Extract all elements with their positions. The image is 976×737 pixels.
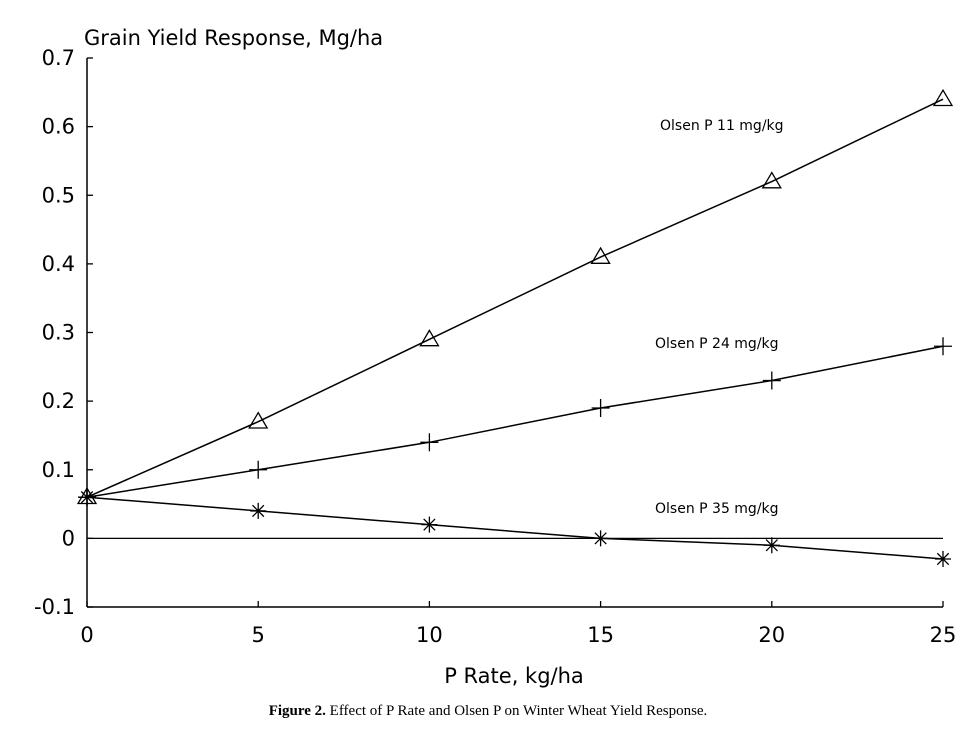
asterisk-marker [935, 550, 951, 567]
series-2 [78, 337, 952, 507]
series-1 [76, 88, 954, 505]
y-tick-label: 0.6 [42, 115, 75, 139]
series-line [86, 496, 944, 560]
y-tick-label: 0.2 [42, 389, 75, 413]
plus-marker [249, 460, 268, 479]
triangle-marker [761, 171, 782, 189]
series-line [86, 345, 944, 498]
y-tick-label: 0.5 [42, 183, 75, 207]
series-line [86, 98, 944, 498]
triangle-marker [932, 88, 954, 107]
caption-text: Effect of P Rate and Olsen P on Winter W… [329, 703, 708, 719]
plus-marker [591, 398, 610, 417]
asterisk-marker [250, 502, 267, 519]
chart-title: Grain Yield Response, Mg/ha [84, 26, 383, 50]
y-tick-label: 0.4 [42, 252, 75, 276]
caption-label: Figure 2. [268, 703, 326, 719]
triangle-marker [590, 246, 611, 264]
asterisk-marker [592, 530, 609, 547]
series-label-olsen-24: Olsen P 24 mg/kg [655, 336, 779, 352]
plot-frame [86, 58, 943, 608]
asterisk-marker [421, 516, 438, 533]
y-tick-label: 0.1 [42, 458, 75, 482]
y-tick-label: -0.1 [34, 595, 75, 619]
y-tick-label: 0.7 [42, 46, 75, 70]
series-3 [79, 489, 951, 567]
series-label-olsen-11: Olsen P 11 mg/kg [660, 118, 784, 134]
x-tick-label: 0 [80, 623, 93, 647]
y-axis: -0.1 0 0.1 0.2 0.3 0.4 0.5 0.6 0.7 [34, 46, 93, 619]
triangle-marker [419, 329, 440, 347]
x-tick-label: 20 [758, 623, 785, 647]
line-chart: -0.100.10.20.30.40.50.60.7 0 5 10 15 20 25 Gr… [34, 26, 956, 688]
x-axis: 0 5 10 15 20 25 [80, 601, 956, 647]
plus-marker [762, 371, 781, 390]
x-tick-label: 15 [587, 623, 614, 647]
plus-marker [934, 337, 952, 356]
x-tick-label: 25 [930, 623, 957, 647]
figure-caption: Figure 2. Effect of P Rate and Olsen P o… [0, 703, 976, 720]
triangle-marker [248, 411, 269, 429]
series-labels: Olsen P 11 mg/kg Olsen P 24 mg/kg Olsen … [655, 118, 784, 517]
asterisk-marker [763, 537, 780, 554]
series-group [76, 88, 954, 567]
plus-marker [420, 433, 439, 452]
x-tick-label: 5 [252, 623, 265, 647]
y-tick-label: 0 [62, 526, 75, 550]
x-tick-label: 10 [416, 623, 443, 647]
y-tick-label: 0.3 [42, 321, 75, 345]
x-axis-label: P Rate, kg/ha [444, 664, 584, 688]
asterisk-marker [79, 489, 95, 506]
series-label-olsen-35: Olsen P 35 mg/kg [655, 501, 779, 517]
